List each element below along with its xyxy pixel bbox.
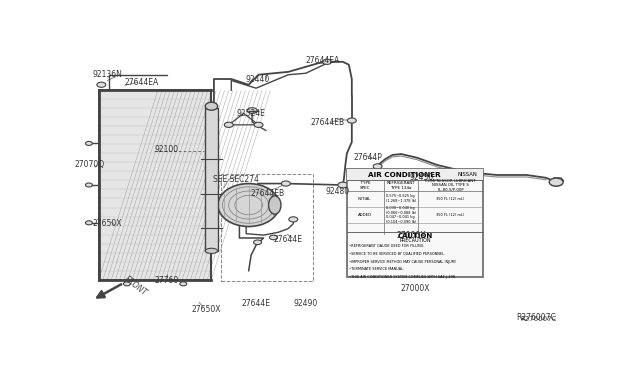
Text: 27644EB: 27644EB (311, 118, 345, 127)
Text: 27644EA: 27644EA (306, 56, 340, 65)
Circle shape (180, 282, 187, 286)
Text: •REFRIGERANT GAUGE USED FOR FILLING.: •REFRIGERANT GAUGE USED FOR FILLING. (349, 244, 424, 248)
Ellipse shape (205, 102, 218, 110)
Text: 27650X: 27650X (93, 219, 122, 228)
Circle shape (97, 82, 106, 87)
Text: •TERMINATE SERVICE MANUAL.: •TERMINATE SERVICE MANUAL. (349, 267, 404, 272)
Text: 27644EB: 27644EB (250, 189, 285, 198)
Text: 27644E: 27644E (274, 235, 303, 244)
Circle shape (348, 118, 356, 123)
Text: 92524E: 92524E (237, 109, 266, 118)
Circle shape (282, 181, 291, 186)
Text: 350 FL (12) mL): 350 FL (12) mL) (436, 197, 465, 201)
Text: COMPRESSOR LUBRICANT
NISSAN OIL TYPE S
FL-80-S/P-00P: COMPRESSOR LUBRICANT NISSAN OIL TYPE S F… (425, 179, 476, 192)
Bar (99, 90, 211, 279)
Text: 27644EA: 27644EA (125, 78, 159, 87)
Circle shape (269, 235, 277, 240)
Text: •IMPROPER SERVICE METHOD MAY CAUSE PERSONAL INJURY.: •IMPROPER SERVICE METHOD MAY CAUSE PERSO… (349, 260, 456, 264)
Text: 27760: 27760 (155, 276, 179, 285)
Bar (99, 90, 211, 279)
Text: 27644E: 27644E (241, 298, 271, 308)
Text: R276007C: R276007C (516, 313, 556, 322)
Bar (347, 169, 483, 277)
Text: INITIAL: INITIAL (358, 197, 371, 201)
Text: 27000X: 27000X (400, 284, 430, 293)
Text: 27070Q: 27070Q (75, 160, 105, 169)
Text: ADDED: ADDED (358, 213, 372, 217)
Circle shape (86, 141, 92, 145)
Circle shape (225, 122, 233, 128)
Text: •SERVICE TO BE SERVICED BY QUALIFIED PERSONNEL.: •SERVICE TO BE SERVICED BY QUALIFIED PER… (349, 252, 445, 256)
Text: R276007C: R276007C (520, 316, 557, 322)
Text: REFRIGERANT
TYPE 134a: REFRIGERANT TYPE 134a (387, 181, 415, 190)
Bar (205, 108, 218, 251)
Circle shape (549, 178, 563, 186)
Text: SEE SEC274: SEE SEC274 (213, 175, 259, 184)
Circle shape (338, 182, 348, 188)
Text: 27000X: 27000X (397, 231, 426, 240)
Bar (221, 173, 313, 281)
Circle shape (124, 282, 131, 286)
Ellipse shape (205, 248, 218, 253)
Text: 0.575~0.625 kg
(1.268~1.378 lb): 0.575~0.625 kg (1.268~1.378 lb) (386, 195, 416, 203)
Text: 92480: 92480 (326, 187, 350, 196)
Text: 27650X: 27650X (192, 305, 221, 314)
Ellipse shape (269, 196, 281, 214)
Circle shape (86, 183, 92, 187)
Circle shape (254, 122, 263, 128)
Text: CAUTION: CAUTION (397, 233, 433, 239)
Text: AIR CONDITIONER: AIR CONDITIONER (368, 171, 440, 177)
Circle shape (289, 217, 298, 222)
Circle shape (253, 240, 262, 244)
Text: 92440: 92440 (246, 75, 269, 84)
Bar (347, 169, 483, 180)
Text: FRONT: FRONT (122, 274, 148, 297)
Text: 350 FL (12) mL): 350 FL (12) mL) (436, 213, 465, 217)
Circle shape (86, 221, 92, 225)
Circle shape (247, 108, 257, 113)
Text: 27644P: 27644P (353, 153, 382, 162)
Text: 92136N: 92136N (92, 70, 122, 79)
Text: 92490: 92490 (294, 298, 318, 308)
Ellipse shape (218, 183, 280, 227)
Text: PRECAUTION: PRECAUTION (399, 238, 431, 243)
Text: •THIS AIR CONDITIONER SYSTEM COMPLIES WITH SAE-J-498.: •THIS AIR CONDITIONER SYSTEM COMPLIES WI… (349, 275, 456, 279)
Text: 0.030~0.040 kg
(0.066~0.088 lb)
0.047~0.041 kg
(0.104~0.090 lb): 0.030~0.040 kg (0.066~0.088 lb) 0.047~0.… (386, 206, 416, 224)
Circle shape (373, 164, 382, 169)
Text: TYPE
SPEC: TYPE SPEC (358, 181, 371, 190)
Text: 92100: 92100 (155, 145, 179, 154)
Text: NISSAN: NISSAN (457, 172, 477, 177)
Circle shape (323, 59, 332, 64)
Text: 92450: 92450 (409, 173, 433, 182)
